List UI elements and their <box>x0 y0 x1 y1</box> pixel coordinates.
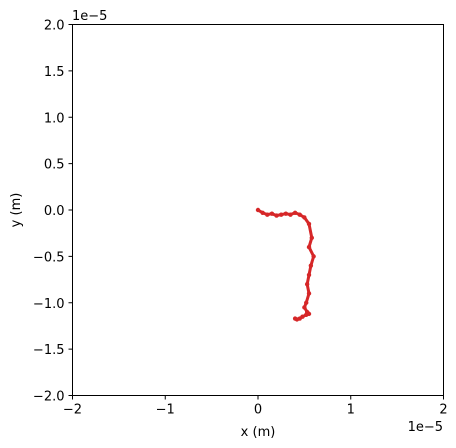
x-axis: −2 −1 0 1 2 <box>63 395 448 418</box>
plot-marks <box>255 207 316 322</box>
trajectory-point <box>292 210 298 215</box>
trajectory-point <box>269 211 275 216</box>
y-tick-label: 0.0 <box>44 204 65 219</box>
trajectory-point <box>302 305 307 310</box>
trajectory-point <box>306 244 312 250</box>
trajectory-point <box>304 282 310 287</box>
trajectory-point <box>306 272 312 278</box>
trajectory-point <box>304 312 309 318</box>
y-tick-label: −0.5 <box>33 250 65 265</box>
trajectory-point <box>255 207 261 213</box>
x-tick-label: −2 <box>63 403 82 418</box>
y-tick-label: 2.0 <box>44 19 65 34</box>
x-tick-label: 0 <box>254 403 262 418</box>
trajectory-point <box>306 221 312 227</box>
trajectory-point <box>297 212 302 217</box>
y-tick-label: −1.5 <box>33 343 65 358</box>
x-tick-label: −1 <box>156 403 175 418</box>
y-tick-label: −2.0 <box>33 390 65 405</box>
y-tick-label: 1.0 <box>44 111 65 126</box>
x-tick-label: 1 <box>347 403 355 418</box>
trajectory-point <box>304 300 309 305</box>
trajectory-point <box>302 215 307 220</box>
trajectory-point <box>306 291 312 296</box>
trajectory-point <box>260 210 265 215</box>
trajectory-point <box>278 212 284 217</box>
trajectory-point <box>311 254 316 259</box>
trajectory-point <box>288 212 293 217</box>
x-tick-label: 2 <box>439 403 447 418</box>
trajectory-point <box>308 263 314 268</box>
trajectory-point <box>283 211 289 216</box>
trajectory-point <box>292 316 298 321</box>
y-tick-label: 0.5 <box>44 158 65 173</box>
trajectory-point <box>265 212 270 217</box>
y-tick-label: 1.5 <box>44 65 65 80</box>
x-axis-label: x (m) <box>241 425 276 440</box>
y-axis-label: y (m) <box>9 193 24 228</box>
trajectory-point <box>309 235 314 241</box>
y-axis: 2.0 1.5 1.0 0.5 0.0 −0.5 −1.0 −1.5 −2.0 <box>33 19 73 405</box>
trajectory-point <box>274 213 279 218</box>
y-offset-label: 1e−5 <box>72 9 107 24</box>
y-tick-label: −1.0 <box>33 297 65 312</box>
x-offset-label: 1e−5 <box>408 420 443 435</box>
